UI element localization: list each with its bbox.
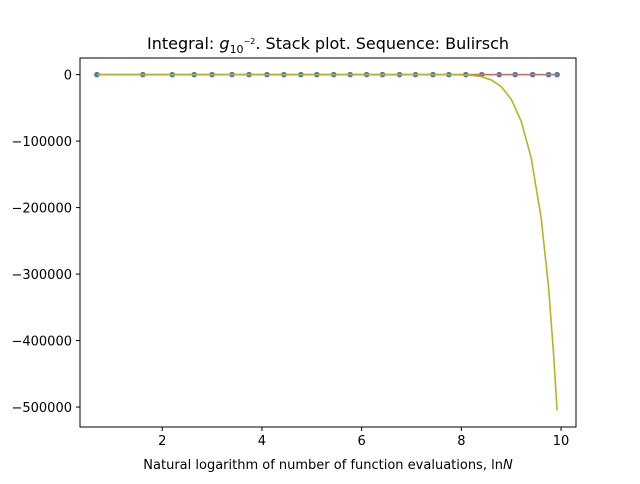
chart-title: Integral: g10−2. Stack plot. Sequence: B… — [147, 34, 509, 56]
y-tick-label: −500000 — [11, 401, 72, 416]
y-tick-label: −100000 — [11, 135, 72, 150]
plot-frame — [79, 57, 577, 428]
y-axis: 0 −100000 −200000 −300000 −400000 −500000 — [11, 69, 80, 416]
series-3-line — [96, 73, 558, 411]
plot-area — [79, 57, 577, 428]
x-tick-label: 6 — [358, 434, 366, 449]
y-tick-label: −300000 — [11, 268, 72, 283]
x-tick-label: 10 — [553, 434, 570, 449]
x-tick-label: 2 — [158, 434, 166, 449]
x-tick-label: 4 — [258, 434, 266, 449]
x-axis: 2 4 6 8 10 — [158, 427, 569, 449]
y-tick-label: −400000 — [11, 335, 72, 350]
y-tick-label: −200000 — [11, 202, 72, 217]
x-axis-label: Natural logarithm of number of function … — [143, 458, 513, 473]
series-1-point — [94, 71, 100, 78]
series-layer — [94, 71, 560, 411]
x-tick-label: 8 — [457, 434, 465, 449]
plot-background — [80, 58, 576, 427]
y-tick-label: 0 — [64, 69, 72, 84]
